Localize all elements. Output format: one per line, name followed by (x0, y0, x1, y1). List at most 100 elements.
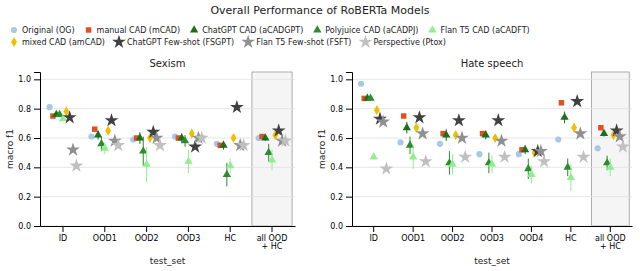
x-tick-label: ID (59, 234, 68, 243)
legend-item: Polyjuice CAD (aCADPJ) (313, 25, 418, 34)
point (482, 130, 490, 137)
x-tick: OOD3 (480, 226, 504, 243)
point (442, 130, 450, 137)
y-tick: 0.6 (330, 134, 352, 143)
x-tick-line: all OOD (595, 234, 626, 243)
point (559, 100, 564, 105)
y-axis: 0.00.20.40.60.81.0 (18, 73, 40, 232)
point (230, 100, 244, 113)
y-tick: 1.0 (18, 75, 40, 84)
grid-line (352, 196, 632, 197)
legend-item: Flan T5 Few-shot (FSFT) (241, 35, 351, 48)
x-tick-line: HC (565, 234, 577, 243)
point (268, 155, 276, 162)
y-tick-label: 0.6 (18, 134, 31, 143)
x-tick-label: HC (224, 234, 236, 243)
y-axis: 0.00.20.40.60.81.0 (330, 73, 352, 232)
y-tick: 0.0 (330, 222, 352, 231)
y-tick-mark (346, 138, 352, 139)
x-axis-title: test_set (474, 256, 510, 266)
y-tick-label: 0.4 (330, 163, 343, 172)
legend-marker (190, 25, 198, 32)
point (105, 113, 119, 126)
x-tick-label: OOD2 (441, 234, 465, 243)
point (595, 145, 601, 151)
x-tick-label: OOD4 (520, 234, 544, 243)
x-tick: OOD1 (401, 226, 425, 243)
panel: 0.00.20.40.60.81.0IDOOD1OOD2OOD3OOD4HCal… (317, 58, 633, 266)
x-axis-line (41, 226, 296, 227)
point (606, 163, 614, 170)
x-tick-line: OOD1 (401, 234, 425, 243)
x-tick-mark (492, 226, 493, 232)
series (363, 94, 608, 155)
legend-item: Flan T5 CAD (aCADFT) (428, 25, 530, 34)
point (448, 160, 456, 167)
x-tick-line: OOD3 (176, 234, 200, 243)
x-tick-line: HC (224, 234, 236, 243)
y-tick-label: 0.2 (18, 193, 31, 202)
point (495, 134, 509, 147)
point (374, 105, 380, 115)
point (492, 133, 498, 143)
point (142, 160, 150, 167)
point (413, 123, 419, 133)
point (555, 136, 561, 142)
legend-item: mixed CAD (amCAD) (11, 37, 105, 47)
y-tick: 0.0 (18, 222, 40, 231)
series (366, 94, 611, 179)
y-axis-title: macro f1 (5, 129, 15, 169)
y-tick-mark (346, 79, 352, 80)
y-tick-mark (346, 197, 352, 198)
point (537, 154, 551, 167)
legend-label: Polyjuice CAD (aCADPJ) (325, 26, 418, 35)
grid-line (352, 79, 632, 80)
y-tick-mark (346, 109, 352, 110)
x-tick-mark (570, 226, 571, 232)
series (47, 104, 262, 147)
series (373, 94, 624, 157)
y-tick: 0.8 (330, 105, 352, 114)
y-tick: 1.0 (330, 75, 352, 84)
series (66, 131, 289, 156)
x-tick-label: OOD3 (480, 234, 504, 243)
point (66, 142, 80, 155)
point (376, 115, 390, 128)
legend-item: Original (OG) (11, 26, 75, 35)
x-tick-label: OOD1 (93, 234, 117, 243)
y-tick: 0.2 (18, 193, 40, 202)
y-tick-mark (34, 109, 40, 110)
point (366, 94, 374, 101)
point (455, 131, 469, 144)
point (150, 131, 164, 144)
grid-line (40, 196, 295, 197)
point (92, 126, 97, 131)
legend-label: Flan T5 Few-shot (FSFT) (256, 38, 351, 47)
legend-marker (11, 37, 17, 47)
x-tick-mark (146, 226, 147, 232)
point (437, 141, 443, 147)
point (570, 94, 584, 107)
point (47, 104, 53, 110)
x-tick-label: all OOD+ HC (595, 234, 626, 252)
legend-marker (313, 25, 321, 32)
point (397, 139, 403, 145)
point (195, 131, 209, 144)
point (153, 138, 167, 151)
x-tick-line: OOD4 (520, 234, 544, 243)
point (567, 173, 575, 180)
x-tick-label: OOD1 (401, 234, 425, 243)
legend-label: Flan T5 CAD (aCADFT) (440, 26, 529, 35)
point (261, 133, 269, 140)
legend-label: manual CAD (mCAD) (97, 26, 181, 35)
panel-title: Sexism (150, 58, 186, 69)
x-tick: OOD4 (520, 226, 544, 243)
legend-label: mixed CAD (amCAD) (22, 38, 105, 47)
point (63, 110, 77, 123)
x-tick: OOD1 (93, 226, 117, 243)
grid-line (40, 108, 295, 109)
point (600, 129, 608, 136)
x-tick: all OOD+ HC (257, 226, 288, 251)
point (379, 161, 393, 174)
x-tick-line: OOD1 (93, 234, 117, 243)
